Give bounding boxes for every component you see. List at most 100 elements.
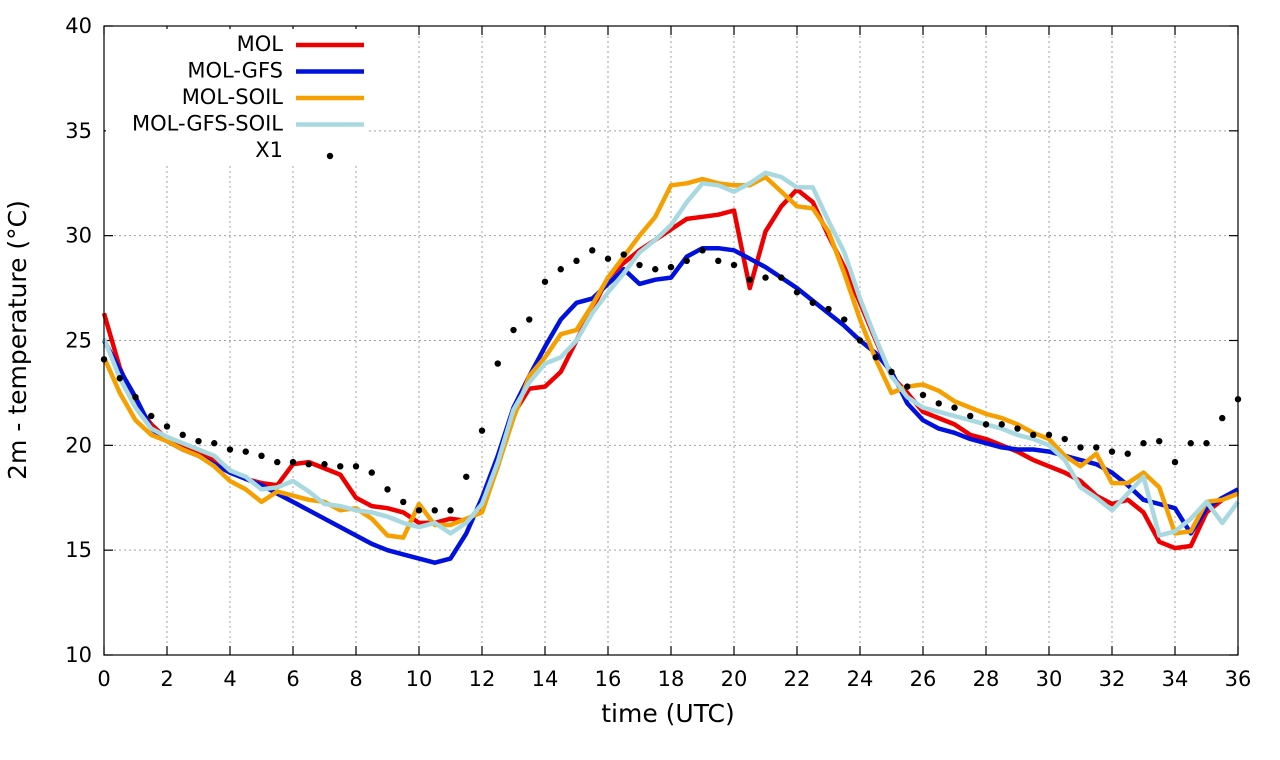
series-x1-point bbox=[384, 486, 391, 493]
series-x1-point bbox=[872, 354, 879, 361]
series-x1-point bbox=[1140, 440, 1147, 447]
series-x1-point bbox=[242, 448, 249, 455]
series-x1-point bbox=[321, 461, 328, 468]
series-x1-point bbox=[573, 257, 580, 265]
series-x1-point bbox=[636, 261, 643, 269]
series-x1-point bbox=[667, 263, 675, 271]
series-x1-point bbox=[762, 274, 769, 281]
x-tick-label: 36 bbox=[1225, 667, 1252, 691]
x-tick-label: 0 bbox=[97, 667, 110, 691]
legend-label-mol-gfs-soil: MOL-GFS-SOIL bbox=[132, 112, 283, 136]
series bbox=[100, 170, 1242, 565]
legend-label-x1: X1 bbox=[255, 138, 283, 162]
series-x1-point bbox=[841, 316, 848, 323]
series-x1-point bbox=[289, 458, 297, 466]
y-axis-title: 2m - temperature (°C) bbox=[3, 200, 32, 480]
series-x1-point bbox=[1061, 435, 1068, 443]
series-x1-point bbox=[1124, 450, 1131, 457]
series-x1-point bbox=[652, 266, 659, 273]
series-x1-point bbox=[809, 299, 816, 306]
x-tick-label: 28 bbox=[973, 667, 1000, 691]
series-x1-point bbox=[699, 247, 706, 254]
series-x1-point bbox=[132, 393, 139, 401]
x-tick-label: 34 bbox=[1162, 667, 1189, 691]
x-tick-label: 6 bbox=[286, 667, 299, 691]
series-mol-gfs-line bbox=[102, 245, 1240, 565]
series-x1-point bbox=[1187, 440, 1194, 447]
series-x1-point bbox=[1203, 440, 1210, 447]
x-tick-label: 2 bbox=[160, 667, 173, 691]
x-tick-label: 32 bbox=[1099, 667, 1126, 691]
series-x1-point bbox=[494, 360, 501, 367]
series-x1-point bbox=[967, 412, 974, 420]
series-x1-point bbox=[715, 257, 722, 265]
x-tick-label: 14 bbox=[532, 667, 559, 691]
legend-swatch-x1 bbox=[326, 152, 334, 160]
series-x1-point bbox=[982, 421, 990, 428]
x-tick-label: 8 bbox=[349, 667, 362, 691]
x-tick-label: 20 bbox=[721, 667, 748, 691]
series-x1-point bbox=[1219, 414, 1226, 422]
series-x1-point bbox=[526, 316, 533, 323]
series-x1-point bbox=[746, 276, 753, 283]
legend-label-mol-gfs: MOL-GFS bbox=[187, 59, 283, 83]
plot-frame bbox=[103, 25, 1239, 656]
series-x1-point bbox=[541, 278, 549, 285]
y-tick-label: 25 bbox=[65, 329, 92, 353]
series-x1-point bbox=[352, 463, 360, 470]
series-x1-point bbox=[195, 437, 202, 445]
series-x1-point bbox=[557, 266, 564, 273]
series-x1-point bbox=[179, 431, 186, 439]
series-x1-point bbox=[116, 375, 123, 382]
series-x1-point bbox=[1108, 448, 1116, 455]
x-tick-label: 16 bbox=[595, 667, 622, 691]
series-x1-point bbox=[415, 507, 423, 514]
series-x1-point bbox=[1171, 458, 1179, 466]
series-x1-point bbox=[951, 404, 958, 411]
series-mol-soil-line bbox=[101, 174, 1239, 540]
series-x1-point bbox=[337, 463, 344, 470]
y-tick-label: 35 bbox=[65, 119, 92, 143]
series-x1-point bbox=[274, 458, 281, 466]
series-x1-point bbox=[604, 255, 612, 262]
series-x1-point bbox=[856, 337, 864, 344]
series-x1-point bbox=[478, 427, 486, 434]
series-x1-point bbox=[1045, 431, 1053, 439]
legend-label-mol: MOL bbox=[237, 32, 284, 56]
series-x1-point bbox=[447, 507, 454, 514]
series-x1-point bbox=[305, 461, 312, 468]
series-x1-point bbox=[589, 247, 596, 254]
x-tick-label: 24 bbox=[847, 667, 874, 691]
y-tick-label: 30 bbox=[65, 224, 92, 248]
series-x1-point bbox=[778, 274, 785, 281]
series-x1-point bbox=[935, 400, 942, 407]
series-x1-point bbox=[400, 498, 407, 506]
x-tick-label: 4 bbox=[223, 667, 236, 691]
series-x1-point bbox=[431, 507, 438, 514]
series-x1-point bbox=[258, 452, 265, 460]
series-x1-point bbox=[730, 261, 738, 269]
series-x1-point bbox=[463, 473, 470, 480]
series-x1-point bbox=[919, 391, 927, 399]
series-mol-gfs-soil-line bbox=[101, 170, 1240, 538]
y-tick-label: 10 bbox=[65, 643, 92, 667]
series-x1-point bbox=[683, 257, 690, 265]
series-x1-point bbox=[1014, 425, 1021, 432]
x-tick-label: 26 bbox=[910, 667, 937, 691]
series-x1-point bbox=[510, 326, 517, 334]
series-x1-point bbox=[1077, 444, 1084, 451]
series-x1-point bbox=[904, 383, 911, 390]
series-x1-point bbox=[825, 305, 832, 313]
y-tick-label: 15 bbox=[65, 538, 92, 562]
x-tick-label: 18 bbox=[658, 667, 685, 691]
x-tick-label: 30 bbox=[1036, 667, 1063, 691]
series-x1-point bbox=[211, 440, 218, 447]
series-x1-point bbox=[163, 423, 171, 430]
series-x1-point bbox=[1156, 437, 1163, 445]
x-axis-title: time (UTC) bbox=[601, 699, 735, 728]
y-tick-label: 20 bbox=[65, 433, 92, 457]
series-x1-point bbox=[793, 289, 801, 296]
